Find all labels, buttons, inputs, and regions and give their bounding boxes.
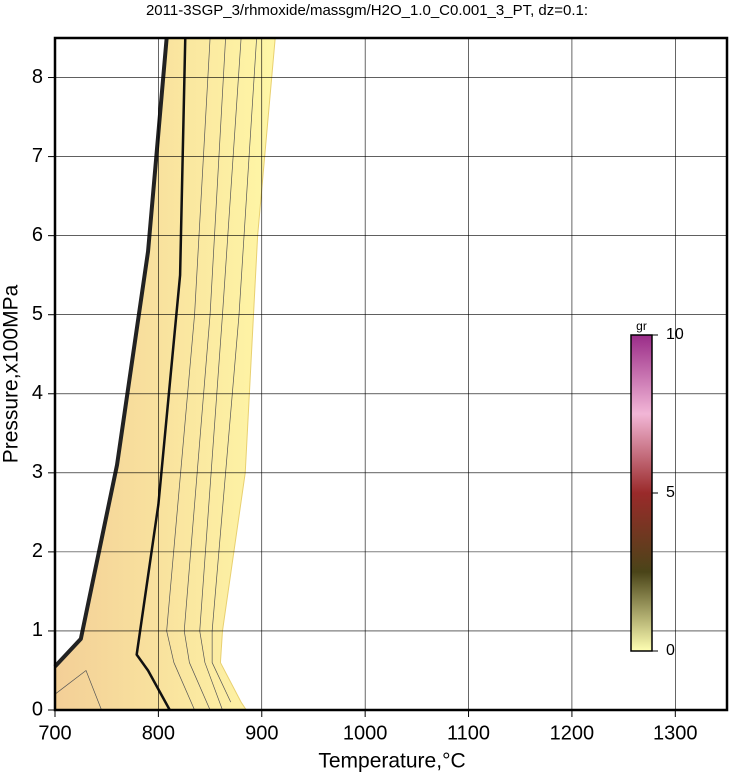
plot-frame (53, 36, 729, 712)
contour-line (54, 670, 102, 711)
contour-line (53, 37, 169, 668)
x-tick-label: 1300 (653, 722, 698, 744)
y-tick-label: 7 (32, 145, 43, 167)
x-tick-label: 700 (38, 722, 71, 744)
y-tick-label: 6 (32, 224, 43, 246)
colorbar-tick-label: 0 (666, 642, 675, 659)
y-axis-label: Pressure,x100MPa (0, 284, 23, 463)
y-tick-label: 0 (32, 698, 43, 720)
y-tick-label: 4 (32, 382, 43, 404)
y-tick-label: 2 (32, 540, 43, 562)
x-tick-label: 1200 (550, 722, 595, 744)
colorbar (630, 334, 653, 652)
y-tick-label: 1 (32, 619, 43, 641)
y-tick-label: 3 (32, 461, 43, 483)
colorbar-label: gr (636, 319, 647, 333)
y-tick-label: 8 (32, 66, 43, 88)
x-tick-label: 1000 (343, 722, 388, 744)
x-axis-label: Temperature,°C (318, 750, 465, 773)
y-tick-label: 5 (32, 303, 43, 325)
x-tick-label: 900 (245, 722, 278, 744)
colorbar-tick-label: 5 (666, 484, 675, 501)
colorbar-tick-label: 10 (666, 326, 684, 343)
x-tick-label: 800 (142, 722, 175, 744)
x-tick-label: 1100 (447, 722, 490, 744)
chart-title: 2011-3SGP_3/rhmoxide/massgm/H2O_1.0_C0.0… (146, 2, 588, 19)
